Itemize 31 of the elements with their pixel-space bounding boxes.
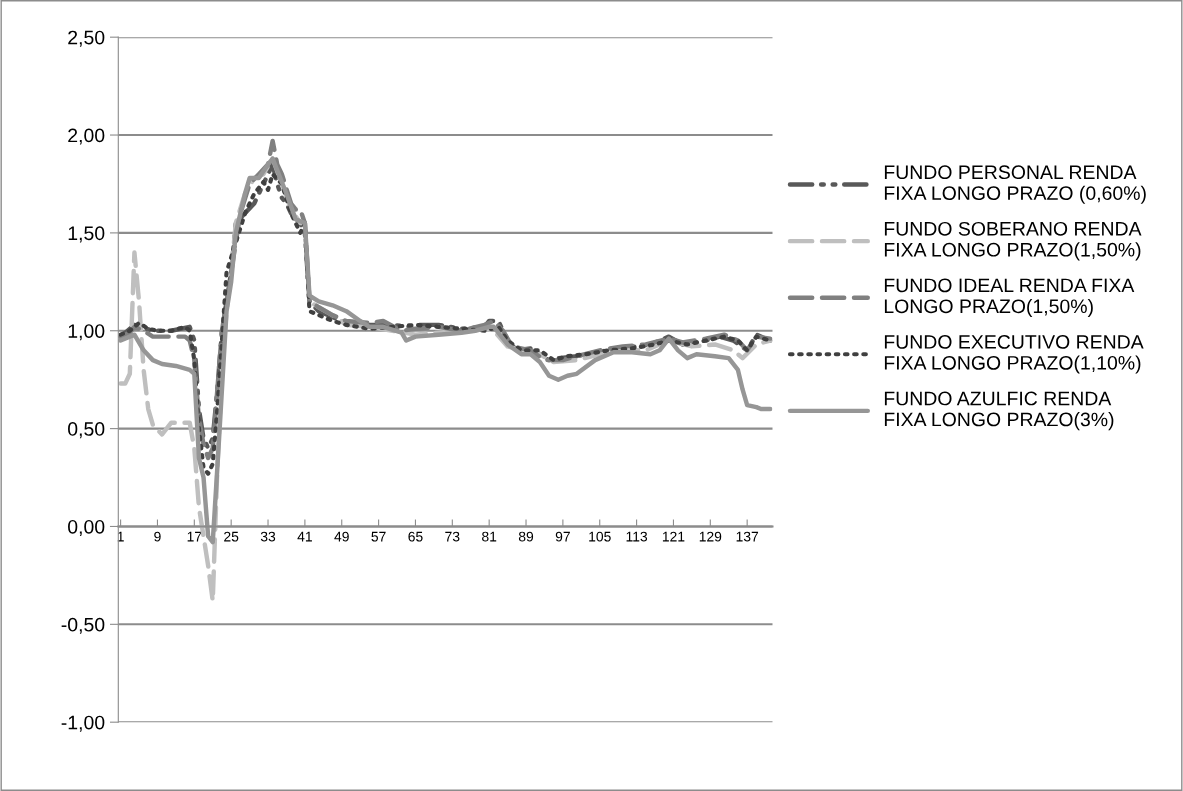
y-tick-label: -0,50 [61,617,105,634]
y-tick-label: 0,00 [68,519,105,536]
x-tick-label: 105 [589,531,611,542]
x-tick-label: 89 [518,531,534,542]
legend-label: FUNDO AZULFIC RENDA FIXA LONGO PRAZO(3%) [884,391,1114,431]
x-tick-label: 81 [482,531,497,542]
y-tick-label: 1,50 [68,226,105,243]
y-tick-label: 0,50 [68,422,105,439]
x-tick-label: 113 [626,531,648,542]
y-tick-label: 2,50 [68,30,105,47]
legend-label: FUNDO IDEAL RENDA FIXA LONGO PRAZO(1,50%) [884,278,1135,318]
x-tick-label: 1 [117,531,124,542]
x-tick-label: 25 [224,531,239,542]
x-tick-label: 41 [297,531,312,542]
x-tick-label: 9 [154,531,161,542]
x-tick-label: 137 [736,531,759,542]
y-tick-label: 1,00 [68,324,105,341]
legend-label: FUNDO PERSONAL RENDA FIXA LONGO PRAZO (0,60%) [884,165,1146,204]
x-tick-label: 17 [187,531,202,542]
y-tick-label: 2,00 [68,128,105,145]
x-tick-label: 129 [699,531,722,542]
x-tick-label: 73 [445,531,460,542]
legend-label: FUNDO SOBERANO RENDA FIXA LONGO PRAZO(1,50%) [884,221,1142,261]
legend-label: FUNDO EXECUTIVO RENDA FIXA LONGO PRAZO(1,10%) [884,335,1144,374]
x-tick-label: 97 [555,531,570,542]
x-tick-label: 33 [260,531,276,542]
y-tick-label: -1,00 [61,715,105,732]
x-tick-label: 121 [662,531,685,542]
x-tick-label: 49 [334,531,349,542]
x-tick-label: 65 [408,531,423,542]
x-tick-label: 57 [371,531,386,542]
